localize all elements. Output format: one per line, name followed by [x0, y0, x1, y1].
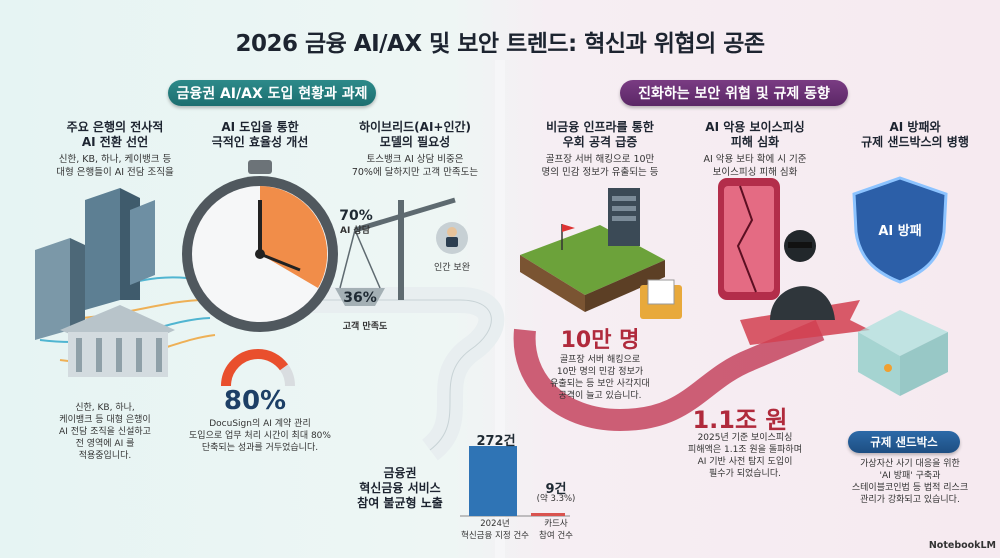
- stopwatch-icon: [182, 160, 338, 332]
- heading-bypass-attack: 비금융 인프라를 통한 우회 공격 급증: [546, 120, 654, 149]
- server-icon: [608, 188, 640, 246]
- bar-2: [531, 513, 565, 516]
- bar2-value-label: 9건: [545, 482, 567, 497]
- text-voice-phishing: AI 악용 보타 확에 시 기준 보이스피싱 피해 심화: [703, 154, 807, 178]
- text-efficiency: DocuSign의 AI 계약 관리 도입으로 업무 처리 시간이 최대 80%…: [189, 419, 331, 453]
- heading-efficiency: AI 도입을 통한 극적인 효율성 개선: [211, 120, 309, 149]
- text-bank-transition: 신한, KB, 하나, 케이뱅크 등 대형 은행들이 AI 전담 조직을: [56, 154, 174, 178]
- skyscraper-icon: [35, 188, 155, 340]
- bar1-value-label: 272건: [476, 434, 516, 449]
- right-section-pill: 진화하는 보안 위협 및 규제 동향: [620, 80, 848, 106]
- shield-icon: [852, 176, 948, 284]
- left-section-pill: 금융권 AI/AX 도입 현황과 과제: [168, 80, 376, 106]
- cracked-phone-icon: [718, 178, 780, 300]
- folder-icon: [640, 279, 682, 319]
- text-bank-transition-detail: 신한, KB, 하나, 케이뱅크 등 대형 은행이 AI 전담 조직을 신설하고…: [59, 403, 151, 461]
- bank-building-icon: [60, 305, 175, 377]
- shield-label: AI 방패: [878, 224, 922, 239]
- bar-chart-caption: 금융권 혁신금융 서비스 참여 불균형 노출: [357, 466, 443, 510]
- scale-ai-percent: 70%: [339, 208, 373, 224]
- heading-ai-shield: AI 방패와 규제 샌드박스의 병행: [861, 120, 969, 149]
- heading-voice-phishing: AI 악용 보이스피싱 피해 심화: [705, 120, 805, 149]
- big-number-phishing: 1.1조 원: [692, 406, 788, 434]
- notebooklm-logo: NotebookLM: [928, 540, 996, 551]
- gauge-value: 80%: [223, 386, 287, 416]
- text-bypass-attack: 골프장 서버 해킹으로 10만 명의 민감 정보가 유출되는 등: [541, 154, 659, 178]
- scale-satisfaction-label: 고객 만족도: [342, 322, 388, 332]
- text-phishing-detail: 2025년 기준 보이스피싱 피해액은 1.1조 원을 돌파하며 AI 기반 사…: [688, 433, 802, 479]
- text-hybrid-model: 토스뱅크 AI 상담 비중은 70%에 달하지만 고객 만족도는: [351, 154, 479, 178]
- text-sandbox-detail: 가상자산 사기 대응을 위한 'AI 방패' 구축과 스테이블코인법 등 법적 …: [851, 459, 969, 505]
- heading-bank-transition: 주요 은행의 전사적 AI 전환 선언: [66, 120, 164, 149]
- big-number-leak: 10만 명: [560, 328, 640, 353]
- balance-scale-icon: [335, 197, 468, 306]
- bar1-label: 2024년 혁신금융 지정 건수: [461, 519, 529, 541]
- heading-hybrid-model: 하이브리드(AI+인간) 모델의 필요성: [358, 120, 472, 149]
- page-title: 2026 금융 AI/AX 및 보안 트렌드: 혁신과 위협의 공존: [235, 31, 765, 57]
- text-leak-detail: 골프장 서버 해킹으로 10만 명의 민감 정보가 유출되는 등 보안 사각지대…: [550, 355, 650, 401]
- sandbox-pill: 규제 샌드박스: [848, 431, 960, 453]
- hacker-icon: [770, 230, 835, 320]
- gauge-icon: [221, 349, 295, 387]
- sandbox-cube-icon: [858, 310, 948, 396]
- scale-satisfaction-percent: 36%: [343, 290, 377, 306]
- bar2-label: 카드사 참여 건수: [539, 519, 573, 541]
- bar-chart: [460, 446, 570, 517]
- human-supplement-label: 인간 보완: [434, 263, 470, 273]
- bar2-share-label: (약 3.3%): [536, 494, 576, 504]
- scale-ai-label: AI 상담: [339, 226, 370, 236]
- bar-1: [469, 446, 517, 516]
